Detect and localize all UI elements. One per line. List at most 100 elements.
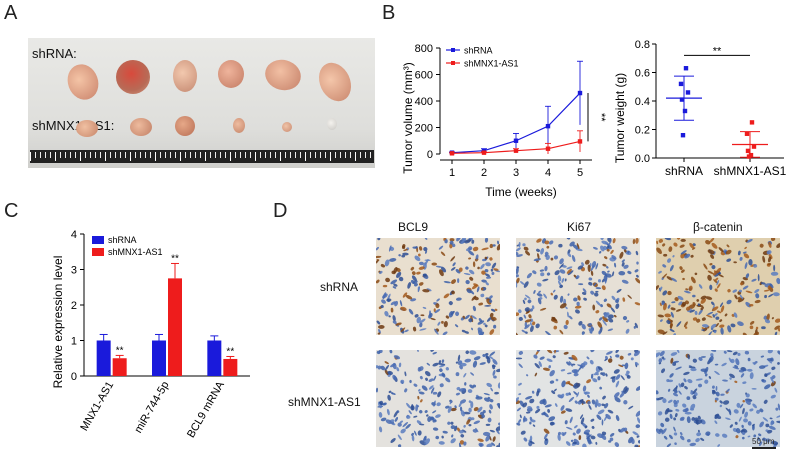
volume-x-tick-label: 2 <box>481 167 487 179</box>
scale-bar <box>752 447 776 449</box>
tumor-shrna-1 <box>62 59 104 105</box>
expression-x-tick-label: BCL9 mRNA <box>185 379 227 440</box>
volume-x-axis-label: Time (weeks) <box>485 185 557 199</box>
panel-label-b: B <box>382 2 396 24</box>
weight-point <box>679 97 685 102</box>
expression-y-tick-label: 3 <box>71 265 77 277</box>
weight-y-tick-label: 0.4 <box>635 96 650 108</box>
ihc-row-label-shrna: shRNA <box>320 280 359 294</box>
volume-point <box>545 146 551 151</box>
volume-y-tick-label: 0 <box>427 149 433 161</box>
weight-significance-label: ** <box>713 45 722 57</box>
expression-bar <box>207 340 222 376</box>
weight-point <box>751 144 757 149</box>
expression-y-axis-label: Relative expression level <box>51 256 65 389</box>
weight-y-tick-label: 0.0 <box>635 153 650 165</box>
ihc-column-label-beta-catenin: β-catenin <box>693 220 743 234</box>
tumor-shmnx1-3 <box>175 116 195 136</box>
volume-point <box>449 151 455 156</box>
volume-point <box>481 150 487 155</box>
volume-point <box>577 90 583 96</box>
tumor-shrna-6 <box>312 57 358 107</box>
ihc-image-shrna-bcl9 <box>376 238 500 335</box>
volume-y-tick-label: 400 <box>415 96 433 108</box>
expression-significance-label: ** <box>226 346 234 357</box>
expression-bar <box>152 340 166 376</box>
panel-label-a: A <box>4 2 18 24</box>
tumor-shmnx1-1 <box>76 120 98 137</box>
expression-x-tick-label: miR-744-5p <box>132 380 171 436</box>
panel-label-c: C <box>4 200 19 222</box>
expression-legend-label: shRNA <box>108 235 137 245</box>
volume-significance-label: ** <box>595 113 607 122</box>
expression-significance-label: ** <box>171 253 179 264</box>
photo-row-label-shmnx1: shMNX1-AS1: <box>32 118 115 133</box>
expression-y-tick-label: 0 <box>71 371 77 383</box>
volume-y-tick-label: 600 <box>415 70 433 82</box>
expression-legend-swatch <box>92 236 104 244</box>
tumor-shrna-4 <box>218 60 244 88</box>
weight-x-tick-label: shRNA <box>665 164 703 178</box>
weight-x-tick-label: shMNX1-AS1 <box>714 164 787 178</box>
weight-y-tick-label: 0.2 <box>635 125 650 137</box>
ihc-image-shmnx1-ki67 <box>516 350 640 447</box>
tumor-weight-chart: 0.0 0.2 0.4 0.6 0.8 shRNA shMNX1-AS1 ** Tumor w… <box>613 39 787 178</box>
panel-label-d: D <box>273 200 288 222</box>
tumor-shrna-2 <box>116 60 150 94</box>
tumor-shrna-5 <box>261 55 305 95</box>
ruler <box>30 150 374 163</box>
expression-y-tick-label: 2 <box>71 300 77 312</box>
volume-legend-marker <box>451 48 455 52</box>
ihc-image-shrna-ki67 <box>516 238 640 335</box>
volume-point <box>577 139 583 144</box>
volume-x-tick-label: 1 <box>449 167 455 179</box>
expression-x-tick-label: MNX1-AS1 <box>78 380 116 434</box>
ihc-column-label-ki67: Ki67 <box>567 220 592 234</box>
volume-x-tick-label: 4 <box>545 167 551 179</box>
weight-point <box>678 81 684 87</box>
volume-y-tick-label: 200 <box>415 123 433 135</box>
weight-point <box>685 90 691 95</box>
expression-legend-swatch <box>92 248 104 256</box>
weight-y-tick-label: 0.8 <box>635 39 650 51</box>
expression-bar <box>96 340 111 376</box>
weight-y-axis-label: Tumor weight (g) <box>613 73 627 163</box>
weight-point <box>744 131 750 136</box>
volume-point <box>513 148 519 153</box>
volume-y-tick-label: 800 <box>415 43 433 55</box>
tumor-shrna-3 <box>173 60 197 92</box>
weight-point <box>749 120 755 125</box>
tumor-photograph: shRNA: shMNX1-AS1: <box>28 38 375 168</box>
volume-x-tick-label: 3 <box>513 167 519 179</box>
scale-bar-label: 50 μm <box>752 437 775 446</box>
tumor-shmnx1-4 <box>233 118 245 133</box>
expression-significance-label: ** <box>116 345 124 356</box>
expression-y-tick-label: 1 <box>71 336 77 348</box>
weight-point <box>683 66 689 71</box>
tumor-volume-chart: 0 200 400 600 800 1 2 3 4 5 shRNA shMNX1-AS1 ** Tumo… <box>401 43 607 199</box>
expression-y-tick-label: 4 <box>71 229 77 241</box>
weight-point <box>745 148 751 154</box>
photo-row-label-shrna: shRNA: <box>32 46 77 61</box>
relative-expression-chart: 0 1 2 3 4 ** MNX1-AS1 ** miR-744-5p ** BCL9 mRNA sh… <box>51 229 250 440</box>
weight-point <box>680 133 686 138</box>
volume-legend-label: shRNA <box>464 46 493 56</box>
expression-bar <box>223 358 238 376</box>
ihc-row-label-shmnx1: shMNX1-AS1 <box>288 395 361 409</box>
weight-point <box>746 154 752 159</box>
expression-legend-label: shMNX1-AS1 <box>108 247 163 257</box>
expression-bar <box>168 278 182 376</box>
tumor-shmnx1-6 <box>327 118 337 130</box>
ihc-image-shmnx1-bcl9 <box>376 350 500 447</box>
expression-bar <box>112 358 127 376</box>
volume-point <box>513 138 519 143</box>
tumor-shmnx1-2 <box>130 118 152 136</box>
volume-point <box>545 123 551 129</box>
volume-y-axis-label: Tumor volume (mm³) <box>401 62 415 174</box>
volume-x-tick-label: 5 <box>577 167 583 179</box>
volume-legend-marker <box>451 61 455 65</box>
weight-point <box>682 108 688 114</box>
volume-legend-label: shMNX1-AS1 <box>464 59 519 69</box>
ihc-image-shrna-beta-catenin <box>656 238 780 335</box>
ihc-image-shmnx1-beta-catenin <box>656 350 780 447</box>
